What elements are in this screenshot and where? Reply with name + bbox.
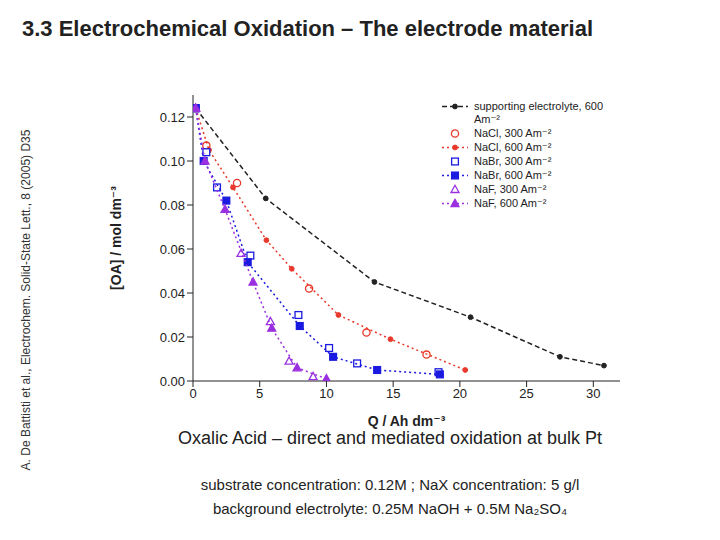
svg-text:0.00: 0.00 (160, 374, 185, 389)
html-text:Oxalic Acid – direct and media: Oxalic Acid – direct and mediated oxidat… (177, 428, 603, 448)
svg-text:30: 30 (586, 386, 600, 401)
svg-text:0: 0 (189, 386, 196, 401)
html-text:supporting electrolyte, 600 Am: supporting electrolyte, 600 Am⁻² (474, 100, 603, 125)
svg-text:20: 20 (453, 386, 467, 401)
svg-text:0.12: 0.12 (160, 110, 185, 125)
html-text:substrate concentration: 0.12M: substrate concentration: 0.12M ; NaX con… (200, 476, 580, 493)
svg-text:15: 15 (386, 386, 400, 401)
svg-text:Q / Ah dm⁻³: Q / Ah dm⁻³ (368, 413, 446, 429)
svg-text:0.10: 0.10 (160, 154, 185, 169)
html-text:A. De Battisti et al., Electro: A. De Battisti et al., Electrochem. Soli… (19, 129, 33, 471)
svg-text:10: 10 (319, 386, 333, 401)
html-text:NaBr, 600 Am⁻²: NaBr, 600 Am⁻² (474, 169, 552, 181)
svg-text:0.04: 0.04 (160, 286, 185, 301)
html-text:3.3 Electrochemical Oxidation: 3.3 Electrochemical Oxidation – The elec… (22, 16, 593, 41)
html-text:background electrolyte: 0.25M: background electrolyte: 0.25M NaOH + 0.5… (212, 500, 568, 517)
svg-text:25: 25 (519, 386, 533, 401)
html-text:NaBr, 300 Am⁻²: NaBr, 300 Am⁻² (474, 155, 552, 167)
html-text:NaF, 300 Am⁻²: NaF, 300 Am⁻² (474, 183, 547, 195)
svg-text:0.06: 0.06 (160, 242, 185, 257)
html-text:NaCl, 600 Am⁻²: NaCl, 600 Am⁻² (474, 141, 552, 153)
html-text:NaCl, 300 Am⁻²: NaCl, 300 Am⁻² (474, 127, 552, 139)
svg-text:5: 5 (256, 386, 263, 401)
svg-text:0.08: 0.08 (160, 198, 185, 213)
svg-text:0.02: 0.02 (160, 330, 185, 345)
html-text:NaF, 600 Am⁻²: NaF, 600 Am⁻² (474, 197, 547, 209)
svg-text:[OA] / mol dm⁻³: [OA] / mol dm⁻³ (108, 186, 124, 290)
